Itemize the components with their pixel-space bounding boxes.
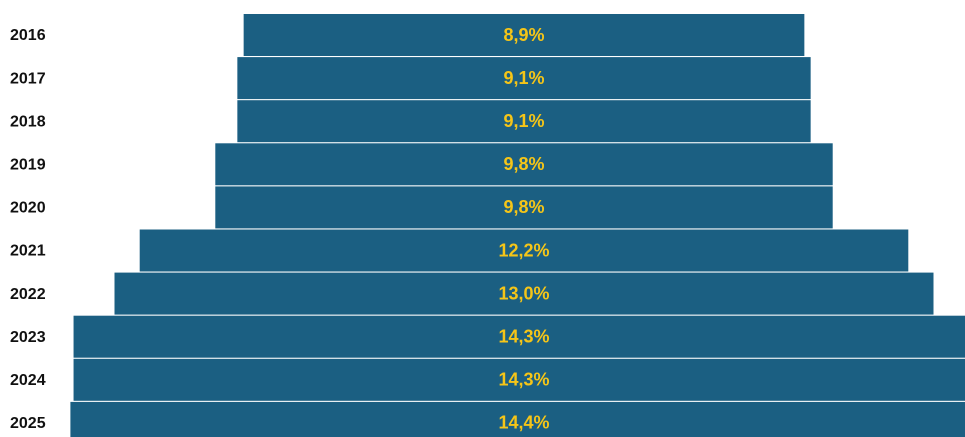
bar: [237, 100, 811, 143]
value-label: 13,0%: [498, 283, 549, 303]
value-label: 8,9%: [503, 25, 544, 45]
bar: [114, 272, 934, 315]
category-label: 2017: [10, 70, 46, 87]
bar: [215, 186, 833, 229]
bar: [139, 229, 909, 272]
category-label: 2024: [10, 372, 46, 389]
value-label: 9,1%: [503, 68, 544, 88]
category-label: 2022: [10, 286, 46, 303]
category-label: 2018: [10, 113, 46, 130]
category-label: 2019: [10, 157, 46, 174]
category-label: 2020: [10, 200, 46, 217]
value-label: 9,8%: [503, 197, 544, 217]
bar: [243, 14, 805, 56]
bar: [73, 358, 965, 401]
bar: [70, 401, 965, 437]
value-label: 9,1%: [503, 111, 544, 131]
value-label: 14,3%: [498, 326, 549, 346]
value-label: 9,8%: [503, 154, 544, 174]
value-label: 12,2%: [498, 240, 549, 260]
value-label: 14,3%: [498, 370, 549, 390]
bar: [215, 143, 833, 186]
bar: [237, 57, 811, 100]
value-label: 14,4%: [498, 413, 549, 433]
category-label: 2021: [10, 243, 46, 260]
category-label: 2025: [10, 415, 46, 432]
bar: [73, 315, 965, 358]
category-label: 2016: [10, 27, 46, 44]
category-label: 2023: [10, 329, 46, 346]
